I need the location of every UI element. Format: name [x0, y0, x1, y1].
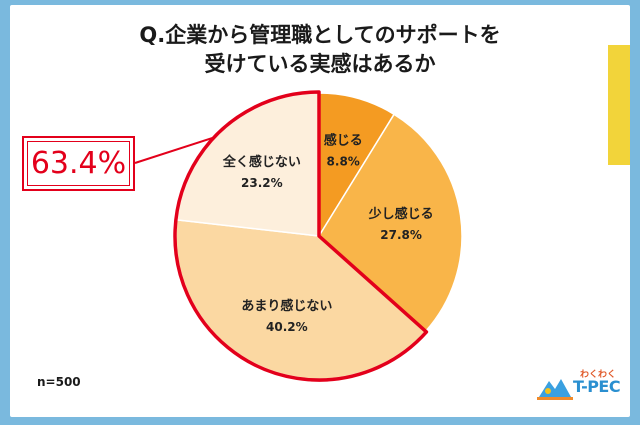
slice-value-label: 23.2% [241, 176, 283, 190]
slide-frame: Q.企業から管理職としてのサポートを 受けている実感はあるか 感じる 8.8% 少し… [10, 5, 630, 417]
highlight-callout-box: 63.4% [22, 136, 135, 191]
slice-value-label: 27.8% [380, 228, 422, 242]
chart-title: Q.企業から管理職としてのサポートを 受けている実感はあるか [10, 21, 630, 79]
sample-size-label: n=500 [37, 375, 81, 389]
slice-value-label: 40.2% [266, 320, 308, 334]
slice-label: あまり感じない [241, 298, 332, 314]
logo-mountain-icon [537, 379, 573, 400]
title-line-1: Q.企業から管理職としてのサポートを [139, 23, 501, 47]
decorative-stripe [608, 45, 630, 165]
highlight-outline [173, 90, 429, 382]
pie-slice [318, 113, 463, 333]
slice-value-label: 8.8% [327, 155, 360, 169]
title-line-2: 受けている実感はあるか [204, 52, 436, 76]
logo-subtext: わくわく [580, 370, 617, 380]
pie-chart: 感じる 8.8% 少し感じる 27.8% あまり感じない 40.2% 全く感じない 23.2% [134, 90, 463, 382]
logo-text: T-PEC [573, 377, 621, 396]
highlight-callout-value: 63.4% [27, 141, 130, 186]
callout-connector [134, 136, 215, 164]
slice-label: 全く感じない [222, 154, 301, 170]
slice-label: 感じる [324, 133, 363, 149]
brand-logo: わくわく T-PEC [535, 365, 625, 405]
slice-label: 少し感じる [368, 206, 434, 222]
